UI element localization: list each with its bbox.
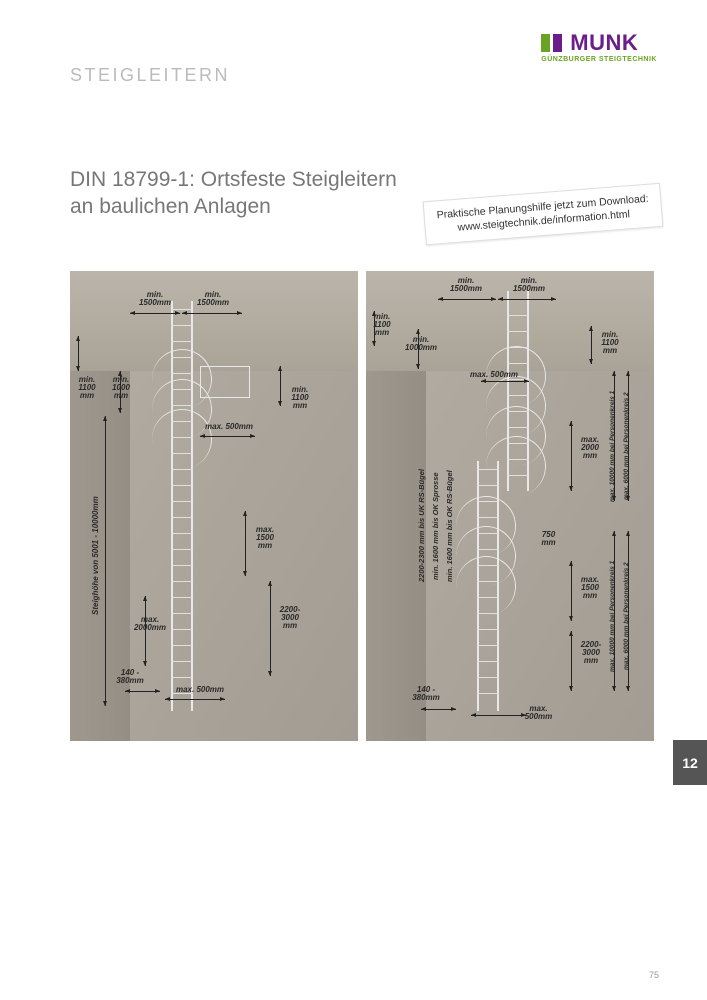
dim-label: max. 1500 mm	[250, 526, 280, 551]
dim-arrow	[270, 581, 271, 676]
dim-label: 2200- 3000 mm	[275, 606, 305, 631]
dim-label: min. 1500mm	[441, 277, 491, 294]
dim-label: min. 1600 mm bis OK Sprosse	[432, 451, 442, 601]
dim-arrow	[571, 421, 572, 491]
dim-label: max. 10000 mm bei Personenkreis 1	[610, 541, 619, 691]
dim-label: max. 500mm	[521, 705, 556, 722]
dim-label: min. 1000 mm	[106, 376, 136, 401]
dim-label: max. 500mm	[205, 423, 263, 431]
safety-cage-lower	[456, 496, 516, 596]
dim-arrow	[471, 715, 526, 716]
dim-label: min. 1100 mm	[369, 313, 395, 338]
dim-label: 750 mm	[536, 531, 561, 548]
dim-arrow	[78, 336, 79, 371]
dim-label: max. 500mm	[170, 686, 230, 694]
dim-label: 140 - 380mm	[406, 686, 446, 703]
dim-label: max. 10000 mm bei Personenkreis 1	[610, 371, 619, 521]
dim-label: min. 1500mm	[130, 291, 180, 308]
diagrams-row: min. 1500mm min. 1500mm min. 1100 mm min…	[70, 271, 707, 741]
dim-label: max. 500mm	[458, 371, 518, 379]
dim-label: max. 6000 mm bei Personenkreis 2	[624, 371, 633, 521]
safety-cage-upper	[486, 346, 546, 476]
page-number: 75	[649, 970, 659, 980]
dim-arrow	[245, 511, 246, 576]
dim-label: max. 2000 mm	[576, 436, 604, 461]
dim-arrow	[498, 299, 556, 300]
dim-arrow	[571, 631, 572, 691]
brand-logo: MUNK GÜNZBURGER STEIGTECHNIK	[541, 30, 657, 63]
dim-label: max. 6000 mm bei Personenkreis 2	[624, 541, 633, 691]
dim-label: Steighöhe von 5001 - 10000mm	[92, 471, 102, 641]
page-tab: 12	[673, 740, 707, 785]
logo-tagline: GÜNZBURGER STEIGTECHNIK	[541, 56, 657, 63]
dim-label: 2200- 3000 mm	[576, 641, 606, 666]
dim-arrow	[200, 436, 255, 437]
dim-arrow	[571, 561, 572, 621]
diagram-right: min. 1500mm min. 1500mm min. 1100 mm min…	[366, 271, 654, 741]
dim-label: min. 1600 mm bis OK RS-Bügel	[446, 451, 456, 601]
dim-arrow	[438, 299, 496, 300]
dim-arrow	[591, 326, 592, 364]
dim-label: max. 2000mm	[130, 616, 170, 633]
dim-arrow	[130, 313, 180, 314]
dim-label: 140 - 380mm	[110, 669, 150, 686]
dim-label: min. 1100 mm	[596, 331, 624, 356]
dim-label: min. 1100 mm	[285, 386, 315, 411]
logo-mark-green	[541, 34, 550, 52]
dim-arrow	[280, 366, 281, 406]
dim-arrow	[481, 381, 529, 382]
dim-arrow	[182, 313, 242, 314]
dim-label: max. 1500 mm	[576, 576, 604, 601]
diagram-left: min. 1500mm min. 1500mm min. 1100 mm min…	[70, 271, 358, 741]
page-root: MUNK GÜNZBURGER STEIGTECHNIK STEIGLEITER…	[0, 0, 707, 1000]
dim-label: min. 1500mm	[188, 291, 238, 308]
dim-label: 2200-2300 mm bis UK RS-Bügel	[418, 451, 428, 601]
wall-top	[70, 271, 358, 371]
logo-text: MUNK	[570, 30, 638, 56]
page-tab-number: 12	[682, 755, 698, 771]
dim-arrow	[165, 699, 225, 700]
logo-mark-purple	[553, 34, 562, 52]
dim-arrow	[105, 416, 106, 706]
dim-arrow	[125, 691, 160, 692]
dim-label: min. 1500mm	[504, 277, 554, 294]
dim-arrow	[421, 709, 456, 710]
logo-row: MUNK	[541, 30, 657, 56]
dim-label: min. 1100 mm	[73, 376, 101, 401]
section-title: STEIGLEITERN	[70, 65, 707, 86]
dim-label: min. 1000mm	[402, 336, 440, 353]
